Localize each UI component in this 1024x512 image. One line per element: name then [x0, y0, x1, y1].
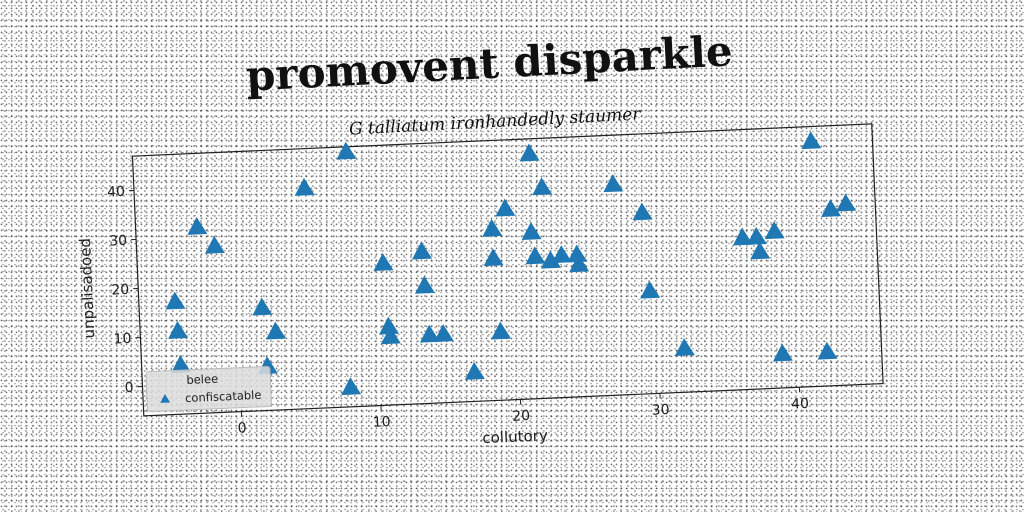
data-point-triangle	[525, 246, 546, 265]
data-point-triangle	[750, 241, 771, 260]
data-point-triangle	[171, 355, 192, 374]
data-point-triangle	[567, 244, 588, 263]
x-axis-label: collutory	[482, 426, 548, 447]
x-tick-label: 30	[651, 402, 670, 419]
legend-title: belee	[186, 372, 218, 387]
data-point-triangle	[483, 248, 504, 267]
y-axis-label: unpalisadoed	[76, 238, 98, 339]
legend-box	[145, 365, 272, 413]
data-point-triangle	[495, 198, 516, 217]
data-point-triangle	[632, 202, 653, 221]
x-tick-label: 20	[512, 408, 531, 425]
data-point-triangle	[252, 297, 273, 316]
data-point-triangle	[521, 222, 542, 240]
data-point-triangle	[412, 241, 433, 260]
y-tick-label: 0	[124, 380, 134, 396]
data-point-triangle	[168, 320, 189, 339]
data-point-triangle	[532, 177, 553, 196]
x-tick-label: 40	[791, 396, 810, 413]
y-tick-label: 10	[113, 331, 132, 348]
data-point-triangle	[746, 226, 767, 245]
x-tick-label: 10	[372, 414, 391, 431]
data-point-triangle	[801, 131, 822, 150]
legend: belee confiscatable	[145, 365, 272, 413]
data-point-triangle	[464, 361, 485, 380]
data-point-triangle	[380, 326, 401, 345]
data-point-triangle	[821, 199, 842, 218]
data-point-triangle	[569, 254, 590, 273]
data-point-triangle	[640, 280, 661, 299]
plot-frame	[131, 123, 884, 417]
chart-title: promovent disparkle	[245, 26, 734, 100]
chart-subtitle: G talliatum ironhandedly staumer	[349, 104, 642, 139]
data-point-triangle	[519, 143, 540, 162]
data-point-triangle	[419, 324, 440, 343]
data-point-triangle	[772, 343, 793, 362]
legend-entry-label: confiscatable	[185, 388, 262, 405]
data-point-triangle	[266, 321, 287, 340]
y-tick-label: 20	[111, 282, 130, 299]
data-point-triangle	[187, 216, 208, 235]
data-point-triangle	[732, 227, 753, 246]
data-point-triangle	[551, 245, 572, 264]
data-point-triangle	[336, 141, 357, 160]
data-point-triangle	[817, 341, 838, 360]
plot-area: 0 10 20 30 40 0 10 20 30 40 collutory unpalisado…	[76, 123, 884, 447]
y-tick-label: 30	[109, 233, 128, 250]
data-point-triangle	[379, 316, 399, 335]
data-point-triangle	[541, 250, 562, 269]
x-axis: 0 10 20 30 40	[237, 387, 809, 437]
data-point-triangle	[165, 291, 186, 310]
data-point-triangle	[294, 177, 315, 196]
y-axis: 0 10 20 30 40	[107, 184, 143, 396]
data-points	[165, 131, 857, 396]
legend-marker-triangle	[160, 393, 171, 403]
data-point-triangle	[414, 275, 435, 294]
data-point-triangle	[482, 218, 503, 237]
data-point-triangle	[341, 377, 362, 396]
y-tick-label: 40	[107, 184, 126, 201]
data-point-triangle	[204, 235, 225, 254]
data-point-triangle	[603, 174, 624, 193]
data-point-triangle	[491, 321, 512, 340]
x-tick-label: 0	[237, 420, 247, 436]
data-point-triangle	[836, 193, 857, 212]
data-point-triangle	[674, 338, 695, 357]
data-point-triangle	[764, 221, 785, 240]
data-point-triangle	[373, 253, 394, 271]
data-point-triangle	[433, 324, 454, 342]
